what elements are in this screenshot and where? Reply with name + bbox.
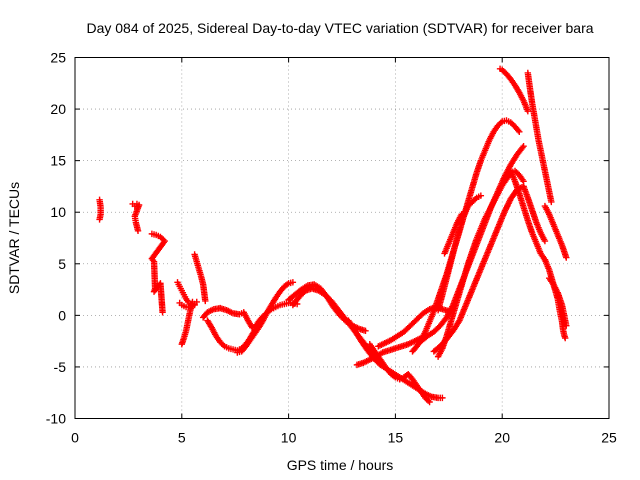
y-tick-label: 20 [50, 101, 66, 117]
x-axis-title: GPS time / hours [287, 457, 394, 473]
data-point [562, 334, 569, 342]
data-point [563, 254, 570, 261]
data-point [424, 397, 432, 404]
data-point [516, 128, 523, 135]
x-tick-label: 20 [494, 430, 510, 446]
series-s23 [441, 211, 465, 257]
data-point [548, 198, 555, 206]
data-point [563, 322, 570, 329]
y-tick-label: 5 [58, 256, 66, 272]
data-point [477, 192, 485, 199]
data-point [520, 143, 527, 150]
series-s22 [434, 192, 485, 314]
series-s30 [545, 275, 570, 329]
data-point [497, 119, 504, 127]
data-point [439, 394, 446, 402]
series-s15 [353, 334, 425, 369]
y-tick-label: 10 [50, 204, 66, 220]
series-s26 [524, 69, 555, 206]
data-point [202, 297, 209, 305]
data-point [515, 127, 522, 134]
data-point [159, 309, 166, 316]
x-tick-label: 0 [71, 430, 79, 446]
data-point [524, 107, 532, 115]
series-s24 [496, 65, 532, 115]
y-tick-label: 25 [50, 50, 66, 66]
series-s21 [434, 167, 527, 360]
data-point [219, 341, 227, 349]
data-point [289, 279, 297, 286]
x-tick-label: 5 [178, 430, 186, 446]
series-s2 [129, 200, 143, 234]
data-point [426, 398, 433, 406]
data-point [189, 298, 196, 306]
y-tick-label: 15 [50, 153, 66, 169]
data-point [362, 327, 369, 335]
grid-lines [75, 57, 609, 419]
chart-title: Day 084 of 2025, Sidereal Day-to-day VTE… [86, 20, 593, 36]
series-s7 [191, 251, 209, 305]
data-point [96, 216, 103, 223]
data-point [519, 144, 526, 151]
series-s25 [507, 167, 549, 263]
series-s3 [148, 230, 168, 316]
plot-frame [74, 57, 610, 419]
series-s17 [375, 303, 452, 350]
series-s6 [178, 298, 196, 348]
data-point [471, 195, 479, 203]
series-s16 [366, 341, 433, 406]
series-s1 [96, 196, 104, 223]
series-s27 [520, 183, 549, 245]
series-s8 [199, 304, 256, 331]
data-point [458, 211, 465, 218]
x-tick-label: 15 [388, 430, 404, 446]
data-point [390, 373, 398, 380]
series-s28 [541, 202, 570, 261]
x-tick-label: 25 [601, 430, 617, 446]
y-tick-label: 0 [58, 307, 66, 323]
y-axis-title: SDTVAR / TECUs [6, 182, 22, 294]
y-tick-label: -5 [54, 359, 67, 375]
data-point [541, 237, 549, 245]
data-point [134, 227, 142, 234]
y-tick-label: -10 [46, 411, 66, 427]
data-point [283, 281, 291, 288]
data-points [96, 65, 570, 406]
data-point [266, 307, 274, 314]
x-tick-label: 10 [281, 430, 297, 446]
